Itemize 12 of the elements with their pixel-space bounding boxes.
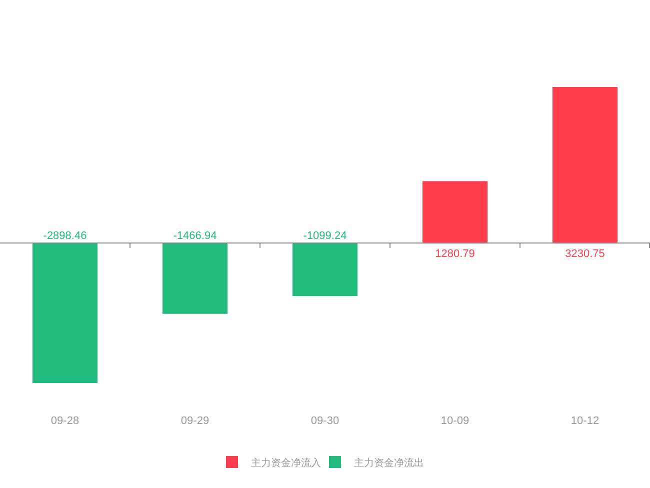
data-label: -1099.24 [303,230,347,242]
data-label: 1280.79 [435,248,475,260]
x-tick-label: 10-09 [440,415,470,427]
data-label: -1466.94 [173,230,217,242]
x-tick-label: 09-28 [50,415,80,427]
legend-label: 主力资金净流入 [251,457,321,469]
data-label: -2898.46 [43,230,87,242]
x-tick-label: 09-30 [310,415,340,427]
x-tick-label: 10-12 [570,415,600,427]
legend-label: 主力资金净流出 [354,457,424,469]
x-tick-label: 09-29 [180,415,210,427]
data-label: 3230.75 [565,248,605,260]
